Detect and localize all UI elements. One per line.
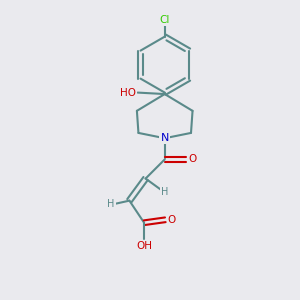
Text: Cl: Cl (160, 15, 170, 26)
Text: H: H (161, 187, 168, 197)
Text: O: O (188, 154, 196, 164)
Text: N: N (160, 133, 169, 143)
Text: OH: OH (136, 241, 152, 251)
Text: H: H (107, 199, 115, 208)
Text: O: O (168, 215, 176, 225)
Text: HO: HO (120, 88, 136, 98)
